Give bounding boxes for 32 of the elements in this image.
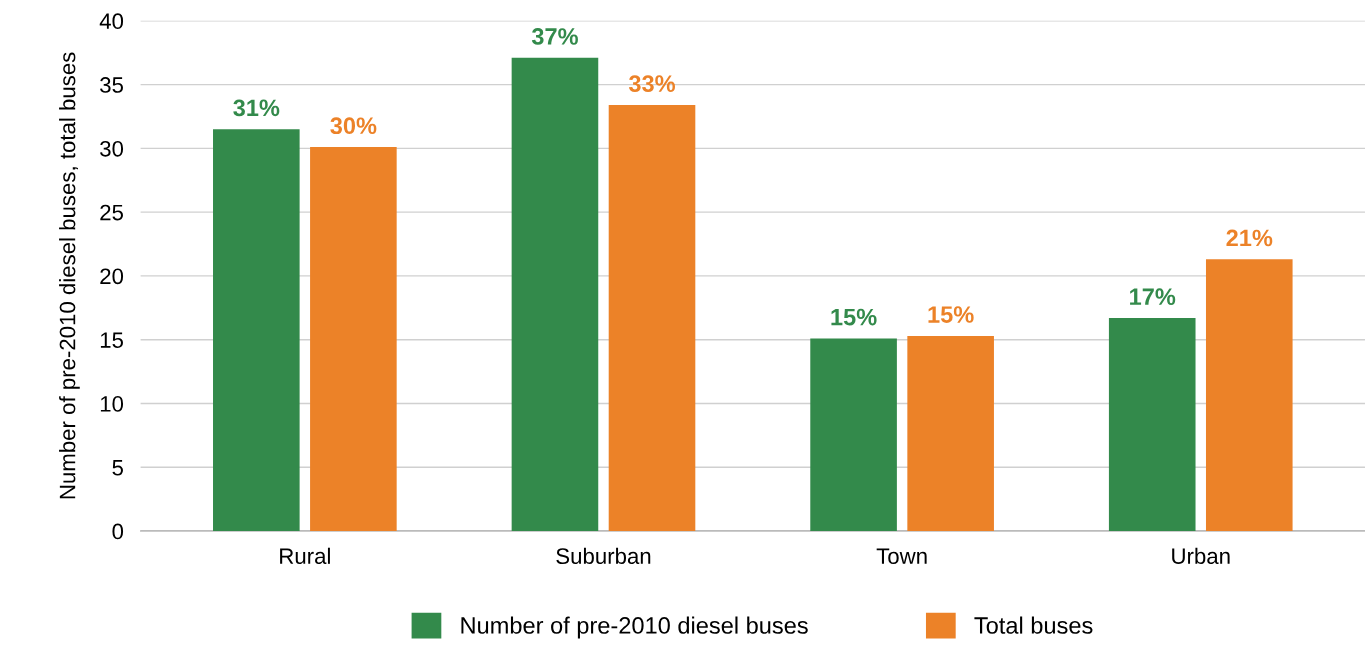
- bar: [213, 129, 300, 532]
- y-tick-label: 5: [112, 460, 123, 476]
- y-tick-label: 30: [100, 140, 124, 157]
- bar: [1205, 259, 1293, 532]
- data-label: 17%: [1130, 288, 1176, 305]
- y-tick-label: 20: [100, 268, 124, 285]
- data-label: 30%: [330, 117, 377, 135]
- data-label: 15%: [831, 308, 877, 326]
- data-label: 21%: [1226, 229, 1273, 247]
- x-tick-label: Urban: [1172, 547, 1230, 565]
- y-tick-label: 15: [100, 332, 123, 348]
- y-axis-title: Number of pre-2010 diesel buses, total buses: [59, 52, 80, 499]
- y-tick-label: 0: [112, 523, 124, 540]
- data-label: 31%: [233, 99, 280, 117]
- x-tick-label: Rural: [280, 547, 330, 565]
- legend-label: Total buses: [974, 616, 1093, 634]
- bar: [810, 338, 897, 532]
- data-label: 15%: [928, 306, 974, 323]
- bar: [511, 57, 599, 532]
- bar: [310, 147, 397, 532]
- y-tick-label: 25: [100, 204, 123, 221]
- legend-label: Number of pre-2010 diesel buses: [461, 616, 808, 639]
- bar: [1108, 318, 1196, 532]
- bar: [608, 104, 696, 532]
- x-tick-label: Suburban: [556, 547, 651, 565]
- y-tick-label: 40: [99, 13, 124, 30]
- y-tick-label: 35: [100, 77, 123, 93]
- bar: [907, 335, 994, 532]
- data-label: 37%: [531, 28, 578, 45]
- y-tick-label: 10: [100, 396, 124, 412]
- x-tick-label: Town: [876, 548, 927, 565]
- data-label: 33%: [628, 75, 676, 93]
